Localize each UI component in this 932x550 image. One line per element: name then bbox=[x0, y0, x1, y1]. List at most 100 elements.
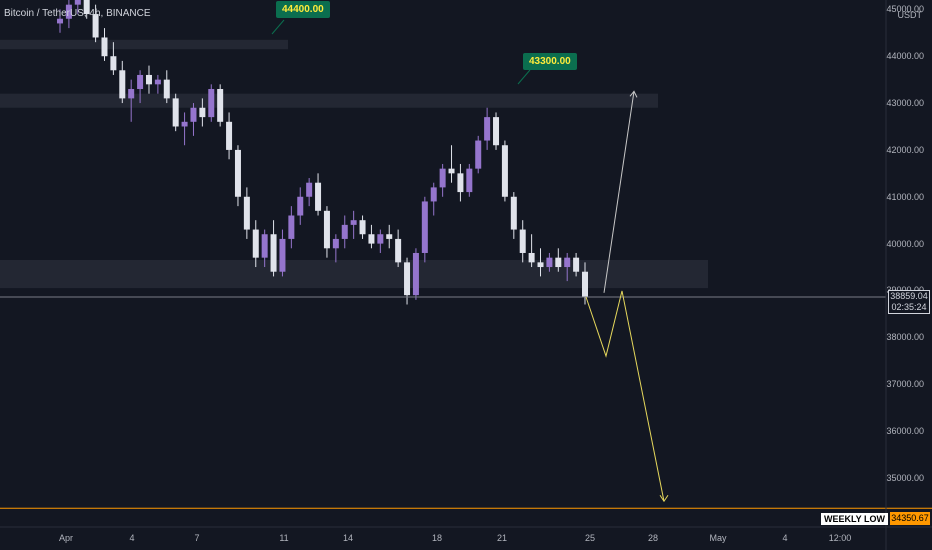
candle-body bbox=[573, 257, 580, 272]
bearish-projection-path bbox=[585, 290, 665, 502]
candle-body bbox=[564, 257, 571, 268]
support-resistance-zone bbox=[0, 93, 658, 108]
y-tick-label: 35000.00 bbox=[886, 472, 924, 483]
candle-body bbox=[226, 121, 233, 150]
candle-body bbox=[368, 234, 375, 244]
candle-body bbox=[377, 234, 384, 244]
x-tick-label: 25 bbox=[584, 533, 596, 543]
candle-body bbox=[510, 196, 517, 230]
candle-body bbox=[457, 173, 464, 193]
x-tick-label: 28 bbox=[647, 533, 659, 543]
bullish-projection-path bbox=[603, 91, 635, 293]
candle-body bbox=[528, 252, 535, 263]
y-tick-label: 41000.00 bbox=[886, 191, 924, 202]
x-tick-label: 4 bbox=[782, 533, 788, 543]
weekly-low-price: 34350.67 bbox=[890, 512, 930, 525]
x-tick-label: May bbox=[709, 533, 727, 543]
candle-body bbox=[172, 98, 179, 127]
weekly-low-label: WEEKLY LOW bbox=[820, 513, 888, 525]
candle-body bbox=[448, 168, 455, 174]
callout-pointer bbox=[271, 19, 285, 35]
candle-body bbox=[315, 182, 322, 211]
candle-body bbox=[582, 271, 588, 298]
candle-body bbox=[412, 252, 419, 296]
x-tick-label: 11 bbox=[279, 533, 289, 543]
candle-body bbox=[145, 74, 152, 85]
candle-body bbox=[484, 117, 491, 141]
y-tick-label: 36000.00 bbox=[886, 426, 924, 436]
candle-body bbox=[501, 145, 508, 197]
candle-body bbox=[92, 14, 99, 38]
candle-body bbox=[190, 107, 197, 122]
candle-body bbox=[439, 168, 446, 188]
candle-body bbox=[519, 229, 526, 253]
axis-unit: USDT bbox=[897, 10, 923, 20]
candle-body bbox=[395, 238, 402, 263]
x-tick-label: 12:00 bbox=[828, 533, 852, 543]
candle-body bbox=[306, 182, 313, 197]
candle-body bbox=[154, 79, 161, 85]
candle-body bbox=[341, 224, 348, 239]
y-tick-label: 44000.00 bbox=[886, 51, 924, 62]
candle-body bbox=[83, 0, 90, 15]
x-tick-label: 7 bbox=[194, 533, 200, 543]
candle-body bbox=[101, 37, 108, 57]
candle-body bbox=[208, 89, 215, 118]
candle-body bbox=[475, 140, 482, 169]
candle-body bbox=[110, 56, 117, 71]
candle-body bbox=[323, 210, 330, 249]
y-tick-label: 43000.00 bbox=[886, 98, 924, 109]
x-tick-label: 14 bbox=[342, 533, 354, 543]
candle-body bbox=[199, 107, 206, 118]
candle-body bbox=[350, 220, 357, 225]
candle-body bbox=[288, 215, 295, 239]
candle-body bbox=[537, 262, 544, 268]
candle-body bbox=[404, 262, 411, 296]
x-tick-label: 21 bbox=[496, 533, 508, 543]
candle-body bbox=[128, 89, 135, 99]
price-callout-43300: 43300.00 bbox=[523, 53, 577, 70]
callout-pointer bbox=[517, 69, 531, 85]
candle-body bbox=[137, 74, 144, 90]
y-tick-label: 40000.00 bbox=[886, 238, 924, 249]
current-price: 38859.04 bbox=[890, 291, 928, 301]
y-tick-label: 37000.00 bbox=[886, 379, 924, 390]
candle-body bbox=[261, 234, 268, 258]
candle-body bbox=[555, 257, 562, 268]
y-tick-label: 38000.00 bbox=[886, 332, 924, 343]
candle-body bbox=[234, 149, 241, 197]
candle-body bbox=[546, 257, 553, 268]
support-resistance-zone bbox=[0, 260, 708, 289]
candle-body bbox=[430, 187, 437, 202]
candle-body bbox=[217, 89, 224, 122]
bearish-arrow-head bbox=[659, 495, 669, 503]
price-callout-44400: 44400.00 bbox=[276, 1, 330, 18]
candle-body bbox=[466, 168, 473, 193]
candle-body bbox=[332, 238, 339, 249]
candle-body bbox=[119, 70, 126, 99]
candle-body bbox=[181, 121, 188, 127]
y-tick-label: 45000.00 bbox=[886, 4, 924, 15]
candle-body bbox=[421, 201, 428, 253]
x-tick-label: Apr bbox=[58, 533, 74, 543]
candle-body bbox=[163, 79, 170, 99]
bullish-arrow-head bbox=[629, 90, 638, 98]
candle-body bbox=[65, 4, 72, 19]
candle-body bbox=[359, 220, 366, 235]
candle-body bbox=[74, 0, 81, 5]
candle-body bbox=[252, 229, 259, 258]
y-tick-label: 42000.00 bbox=[886, 144, 924, 155]
candle-body bbox=[279, 238, 286, 272]
chart-title: Bitcoin / TetherUS, 4h, BINANCE bbox=[4, 8, 151, 19]
x-tick-label: 18 bbox=[431, 533, 443, 543]
candle-body bbox=[270, 234, 277, 272]
candle-body bbox=[386, 234, 393, 239]
candle-body bbox=[297, 196, 304, 216]
support-resistance-zone bbox=[0, 39, 288, 50]
candle-body bbox=[243, 196, 250, 230]
current-price-tag: 38859.04 02:35:24 bbox=[888, 290, 930, 314]
bar-countdown: 02:35:24 bbox=[891, 302, 927, 312]
x-tick-label: 4 bbox=[129, 533, 135, 543]
candle-body bbox=[493, 117, 500, 146]
